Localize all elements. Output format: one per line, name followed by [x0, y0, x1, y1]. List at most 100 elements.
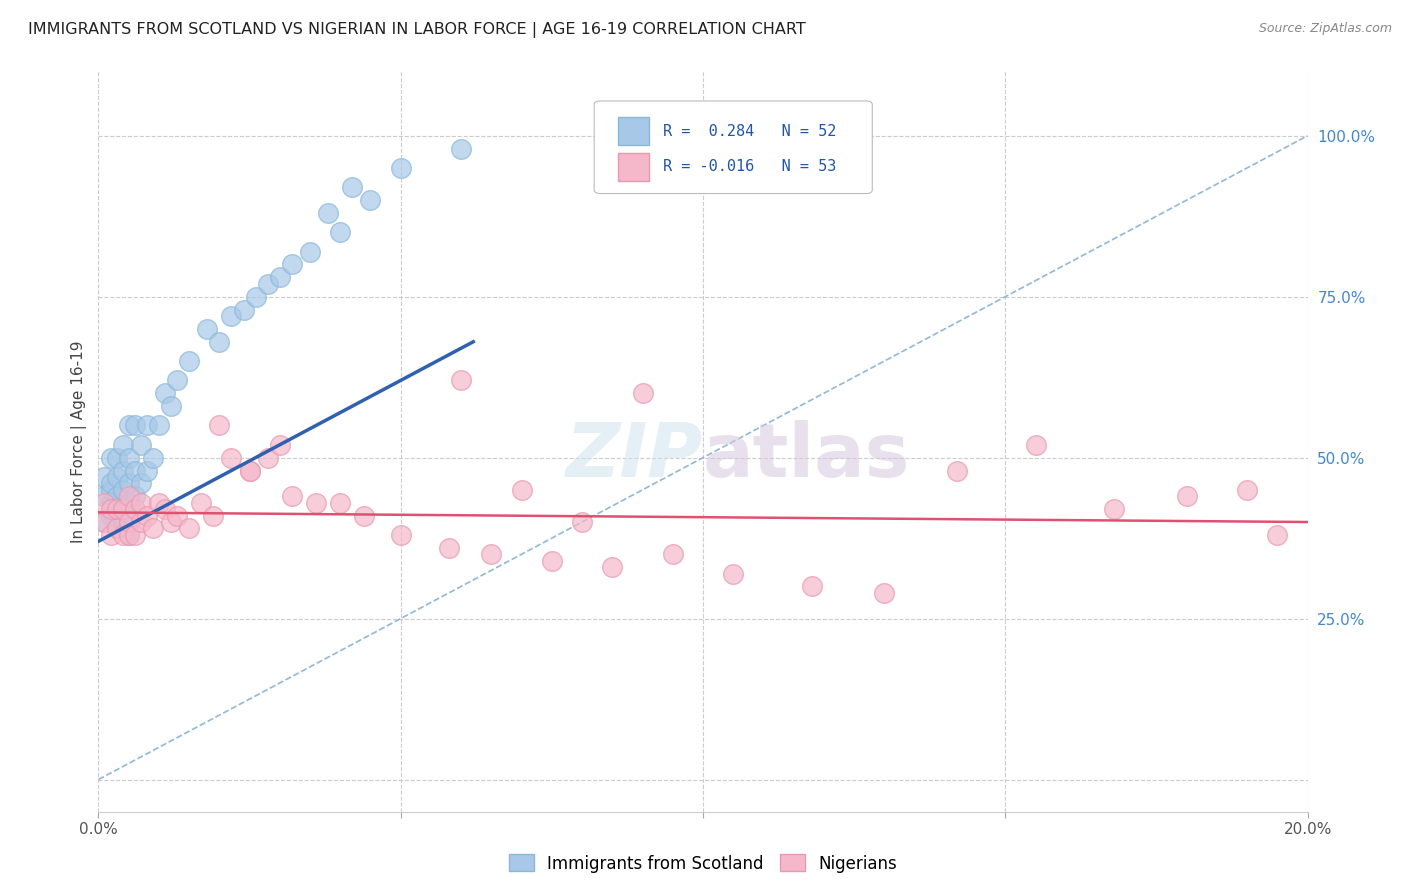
FancyBboxPatch shape	[619, 117, 648, 145]
Point	[111, 438, 134, 452]
Point	[239, 463, 262, 477]
FancyBboxPatch shape	[619, 153, 648, 181]
Point	[93, 496, 115, 510]
Point	[166, 373, 188, 387]
Point	[389, 161, 412, 175]
Point	[221, 450, 243, 465]
Point	[239, 463, 262, 477]
Point	[160, 399, 183, 413]
Point	[111, 502, 134, 516]
Point	[105, 521, 128, 535]
Point	[135, 463, 157, 477]
Point	[118, 515, 141, 529]
Point	[281, 489, 304, 503]
Text: Source: ZipAtlas.com: Source: ZipAtlas.com	[1258, 22, 1392, 36]
Text: ZIP: ZIP	[565, 420, 703, 493]
Point	[329, 225, 352, 239]
Point	[305, 496, 328, 510]
Text: R =  0.284   N = 52: R = 0.284 N = 52	[664, 124, 837, 139]
Point	[153, 502, 176, 516]
Point	[148, 496, 170, 510]
Point	[100, 508, 122, 523]
Y-axis label: In Labor Force | Age 16-19: In Labor Force | Age 16-19	[72, 340, 87, 543]
Point	[118, 489, 141, 503]
Point	[299, 244, 322, 259]
Point	[105, 450, 128, 465]
Point	[111, 502, 134, 516]
Point	[160, 515, 183, 529]
Point	[93, 515, 115, 529]
Point	[118, 528, 141, 542]
Point	[195, 322, 218, 336]
Legend: Immigrants from Scotland, Nigerians: Immigrants from Scotland, Nigerians	[502, 847, 904, 880]
Point	[124, 502, 146, 516]
Point	[153, 386, 176, 401]
Point	[661, 547, 683, 561]
Point	[450, 373, 472, 387]
Text: R = -0.016   N = 53: R = -0.016 N = 53	[664, 160, 837, 174]
Point	[232, 302, 254, 317]
Point	[540, 554, 562, 568]
Point	[129, 515, 152, 529]
Point	[389, 528, 412, 542]
Point	[360, 193, 382, 207]
Point	[1102, 502, 1125, 516]
Point	[245, 290, 267, 304]
Point	[450, 142, 472, 156]
Point	[93, 470, 115, 484]
Point	[100, 450, 122, 465]
Point	[281, 258, 304, 272]
Point	[1236, 483, 1258, 497]
Point	[142, 521, 165, 535]
Text: atlas: atlas	[703, 420, 910, 493]
Point	[437, 541, 460, 555]
Point	[118, 418, 141, 433]
Point	[571, 515, 593, 529]
Point	[135, 508, 157, 523]
Point	[602, 560, 624, 574]
Point	[1024, 438, 1046, 452]
Point	[353, 508, 375, 523]
Point	[631, 386, 654, 401]
Point	[256, 277, 278, 291]
Point	[105, 470, 128, 484]
Point	[129, 438, 152, 452]
Point	[129, 496, 152, 510]
Point	[221, 309, 243, 323]
Point	[1175, 489, 1198, 503]
Point	[100, 502, 122, 516]
Point	[723, 566, 745, 581]
Point	[100, 528, 122, 542]
Point	[510, 483, 533, 497]
Point	[100, 476, 122, 491]
Point	[873, 586, 896, 600]
Point	[166, 508, 188, 523]
Point	[124, 528, 146, 542]
Point	[316, 206, 339, 220]
Point	[105, 521, 128, 535]
Point	[111, 483, 134, 497]
Point	[93, 489, 115, 503]
Point	[93, 515, 115, 529]
Point	[105, 502, 128, 516]
Point	[342, 180, 364, 194]
Point	[329, 496, 352, 510]
Point	[190, 496, 212, 510]
Point	[111, 463, 134, 477]
Point	[481, 547, 503, 561]
Text: IMMIGRANTS FROM SCOTLAND VS NIGERIAN IN LABOR FORCE | AGE 16-19 CORRELATION CHAR: IMMIGRANTS FROM SCOTLAND VS NIGERIAN IN …	[28, 22, 806, 38]
Point	[124, 463, 146, 477]
Point	[256, 450, 278, 465]
Point	[946, 463, 969, 477]
Point	[179, 521, 201, 535]
Point	[100, 483, 122, 497]
Point	[269, 270, 291, 285]
Point	[124, 418, 146, 433]
Point	[105, 502, 128, 516]
Point	[111, 515, 134, 529]
Point	[208, 334, 231, 349]
Point	[1267, 528, 1289, 542]
Point	[118, 476, 141, 491]
Point	[142, 450, 165, 465]
Point	[118, 528, 141, 542]
